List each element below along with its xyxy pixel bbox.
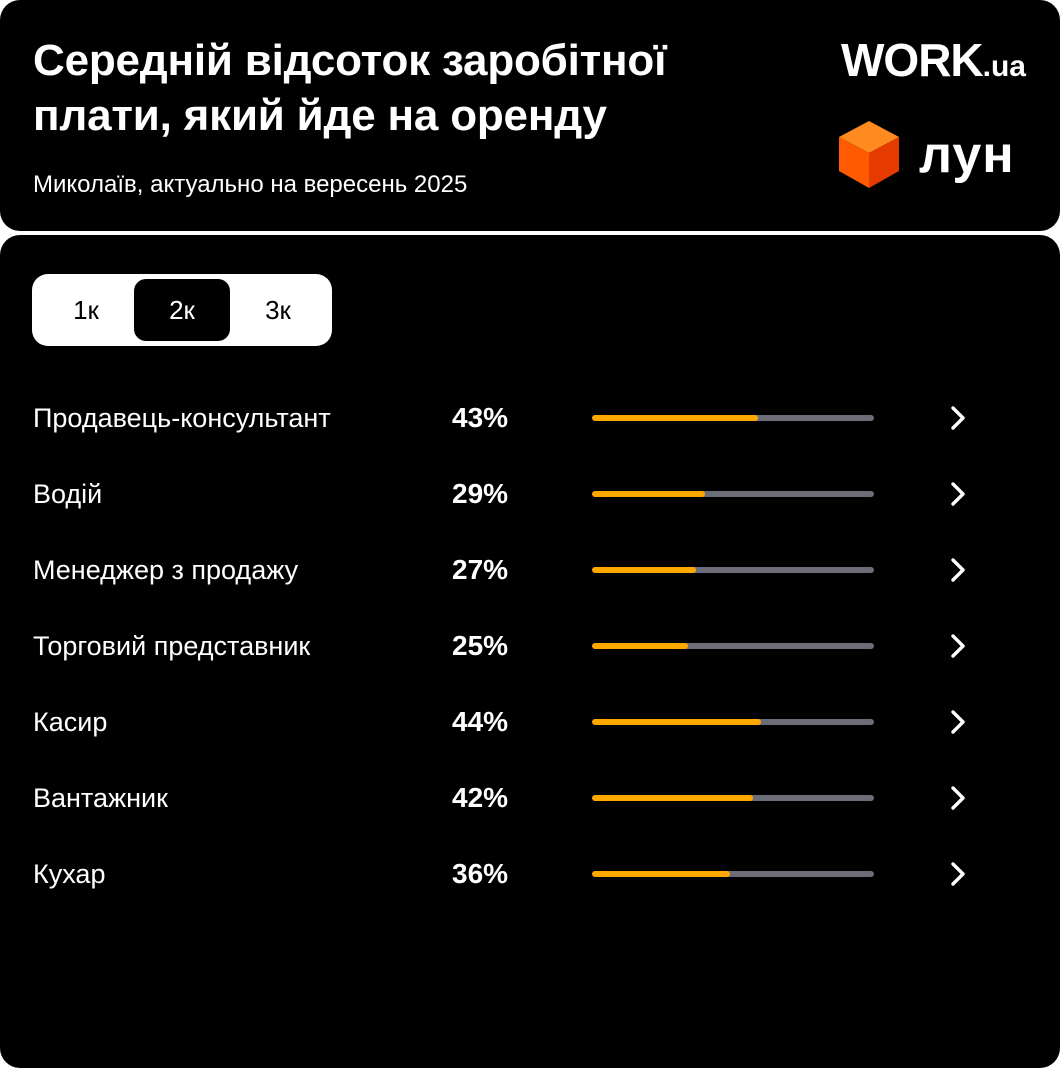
percent-value: 44% bbox=[452, 706, 509, 737]
list-item[interactable]: Вантажник 42% bbox=[0, 767, 1060, 827]
profession-label: Касир bbox=[33, 707, 108, 737]
profession-label: Водій bbox=[33, 479, 103, 509]
orange-cube-icon bbox=[839, 121, 899, 188]
progress-bar-fill bbox=[592, 795, 753, 801]
progress-bar-fill bbox=[592, 491, 705, 497]
work-ua-logo-suffix: .ua bbox=[982, 50, 1026, 83]
chevron-right-icon[interactable] bbox=[944, 632, 972, 660]
profession-label: Вантажник bbox=[33, 783, 168, 813]
tab-1k[interactable]: 1к bbox=[73, 295, 99, 325]
percent-value: 25% bbox=[452, 630, 509, 661]
percent-value: 36% bbox=[452, 858, 509, 889]
list-item[interactable]: Менеджер з продажу 27% bbox=[0, 539, 1060, 599]
work-ua-logo[interactable]: WORK.ua bbox=[841, 34, 1026, 93]
chevron-right-icon[interactable] bbox=[944, 404, 972, 432]
percent-value: 27% bbox=[452, 554, 509, 585]
list-item[interactable]: Касир 44% bbox=[0, 691, 1060, 751]
page-title: Середній відсоток заробітної плати, який… bbox=[33, 36, 667, 140]
profession-label: Менеджер з продажу bbox=[33, 555, 299, 585]
list-item[interactable]: Кухар 36% bbox=[0, 843, 1060, 903]
profession-label: Кухар bbox=[33, 859, 106, 889]
tab-3k[interactable]: 3к bbox=[265, 295, 291, 325]
progress-bar bbox=[592, 643, 874, 649]
header-card: Середній відсоток заробітної плати, який… bbox=[0, 0, 1060, 231]
list-item[interactable]: Продавець-консультант 43% bbox=[0, 387, 1060, 447]
progress-bar-fill bbox=[592, 871, 731, 877]
chevron-right-icon[interactable] bbox=[944, 708, 972, 736]
chevron-right-icon[interactable] bbox=[944, 860, 972, 888]
profession-label: Продавець-консультант bbox=[33, 403, 331, 433]
profession-label: Торговий представник bbox=[33, 631, 311, 661]
percent-value: 42% bbox=[452, 782, 509, 813]
progress-bar bbox=[592, 567, 874, 573]
lun-logo-text: лун bbox=[919, 126, 1015, 184]
work-ua-logo-main: WORK bbox=[841, 34, 984, 86]
percent-value: 29% bbox=[452, 478, 509, 509]
progress-bar-fill bbox=[592, 719, 762, 725]
progress-bar-fill bbox=[592, 567, 697, 573]
tab-2k[interactable]: 2к bbox=[134, 279, 230, 341]
progress-bar bbox=[592, 491, 874, 497]
list-item[interactable]: Торговий представник 25% bbox=[0, 615, 1060, 675]
progress-bar-fill bbox=[592, 643, 688, 649]
lun-logo[interactable]: лун bbox=[836, 118, 1026, 192]
chevron-right-icon[interactable] bbox=[944, 480, 972, 508]
page-subtitle: Миколаїв, актуально на вересень 2025 bbox=[33, 171, 468, 198]
chevron-right-icon[interactable] bbox=[944, 556, 972, 584]
progress-bar bbox=[592, 415, 874, 421]
percent-value: 43% bbox=[452, 402, 509, 433]
progress-bar bbox=[592, 795, 874, 801]
list-item[interactable]: Водій 29% bbox=[0, 463, 1060, 523]
room-count-tabs: 1к 2к 3к bbox=[32, 274, 332, 346]
chevron-right-icon[interactable] bbox=[944, 784, 972, 812]
progress-bar bbox=[592, 719, 874, 725]
progress-bar bbox=[592, 871, 874, 877]
main-card: 1к 2к 3к Продавець-консультант 43% Водій… bbox=[0, 235, 1060, 1068]
progress-bar-fill bbox=[592, 415, 759, 421]
